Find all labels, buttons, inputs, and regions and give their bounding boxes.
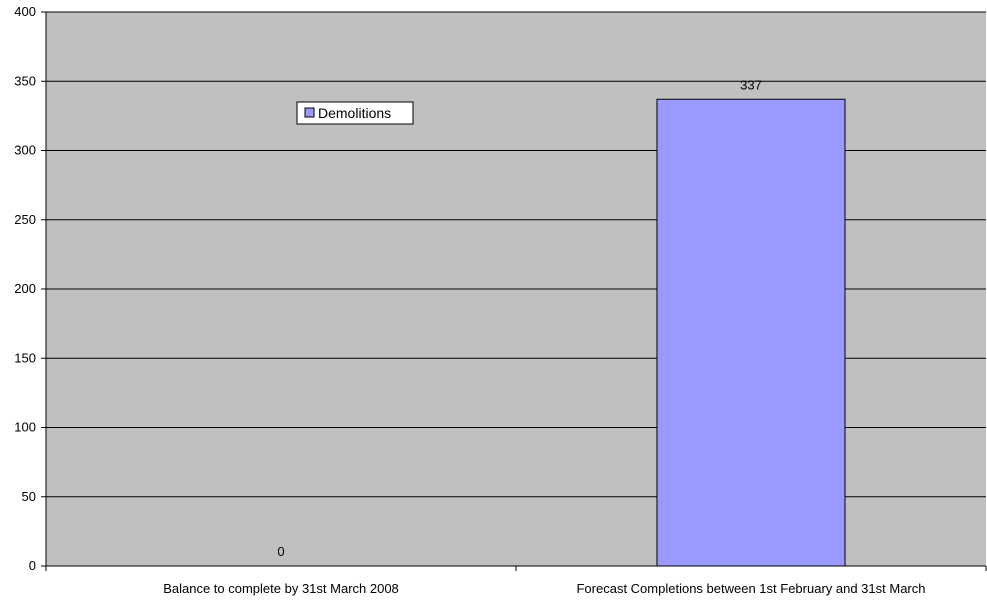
y-tick-label: 250: [14, 212, 36, 227]
y-tick-label: 0: [29, 558, 36, 573]
x-axis-ticks: Balance to complete by 31st March 2008 Fo…: [45, 566, 987, 596]
legend-label: Demolitions: [318, 105, 391, 121]
y-tick-label: 50: [22, 489, 36, 504]
x-category-label: Forecast Completions between 1st Februar…: [576, 581, 925, 596]
y-tick-label: 350: [14, 73, 36, 88]
y-tick-label: 100: [14, 420, 36, 435]
y-tick-label: 200: [14, 281, 36, 296]
gridlines: [46, 11, 986, 498]
bars: [656, 98, 846, 567]
data-label: 0: [277, 544, 284, 559]
y-tick-label: 150: [14, 350, 36, 365]
data-label: 337: [740, 77, 762, 92]
legend-box: [296, 101, 414, 125]
legend-swatch: [304, 107, 315, 118]
data-labels: 0 337: [277, 77, 761, 559]
x-category-label: Balance to complete by 31st March 2008: [163, 581, 399, 596]
y-tick-label: 300: [14, 143, 36, 158]
legend: Demolitions: [296, 101, 414, 125]
y-axis-ticks: 0 50 100 150 200 250 300 350 400: [14, 4, 46, 573]
y-tick-label: 400: [14, 4, 36, 19]
bar: [656, 98, 846, 567]
